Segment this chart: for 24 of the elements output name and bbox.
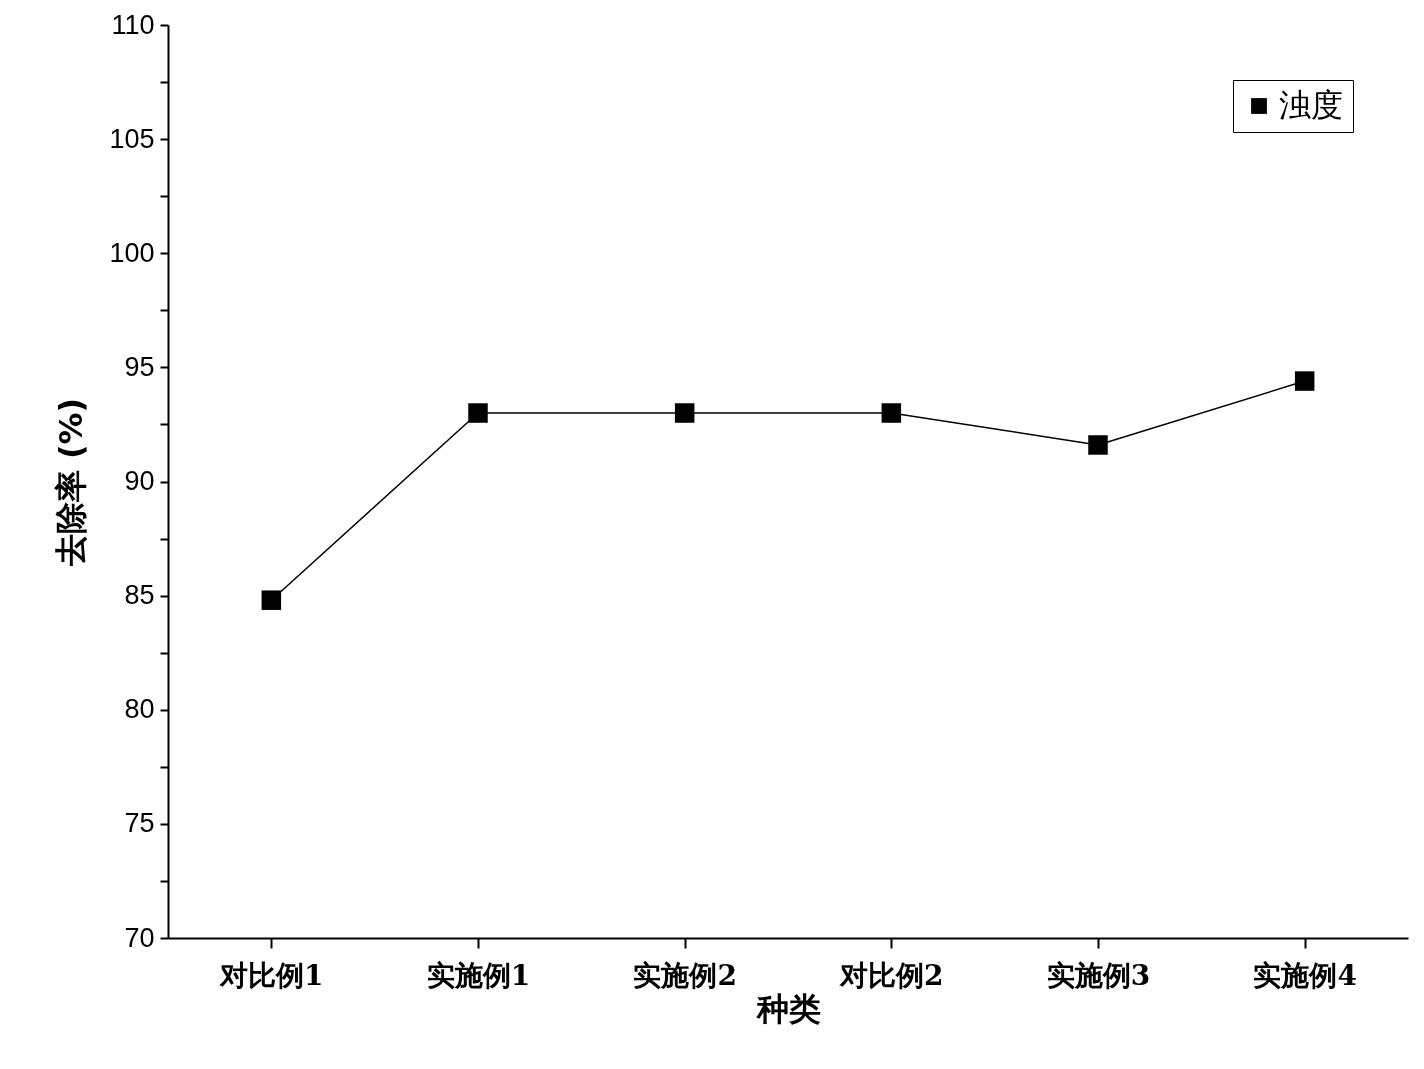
y-tick-label: 85 — [124, 580, 155, 611]
point — [261, 590, 282, 610]
x-axis-title: 种类 — [755, 989, 821, 1028]
y-tick-label: 95 — [124, 351, 155, 382]
x-tick-label: 实施例4 — [1253, 958, 1357, 992]
x-tick-label: 实施例3 — [1046, 958, 1151, 992]
y-tick-label: 70 — [124, 922, 155, 953]
x-tick-label: 实施例1 — [426, 958, 531, 992]
y-tick-label: 90 — [124, 466, 155, 496]
point — [674, 403, 695, 423]
x-tick-label: 实施例2 — [633, 958, 737, 992]
point — [1294, 371, 1315, 391]
y-tick-label: 80 — [124, 694, 155, 725]
y-axis-title: 去除率 (%) — [52, 397, 91, 568]
y-tick-label: 100 — [109, 237, 155, 268]
y-tick-label: 110 — [111, 9, 155, 40]
point — [881, 403, 902, 423]
point — [468, 403, 488, 423]
y-tick-label: 105 — [109, 123, 155, 154]
y-tick-label: 75 — [124, 808, 155, 839]
legend-label: 浊度 — [1279, 86, 1343, 124]
point — [1088, 435, 1108, 455]
x-tick-label: 对比例1 — [219, 958, 324, 992]
x-tick-label: 对比例2 — [839, 958, 944, 992]
